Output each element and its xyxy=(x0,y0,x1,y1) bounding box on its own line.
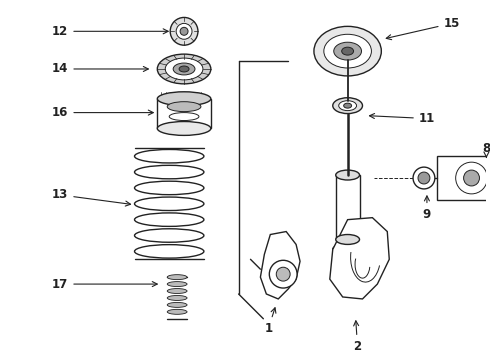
Ellipse shape xyxy=(333,243,363,255)
Text: 5: 5 xyxy=(0,359,1,360)
Ellipse shape xyxy=(167,289,187,293)
Text: 11: 11 xyxy=(369,112,435,125)
Text: 6: 6 xyxy=(0,359,1,360)
Text: 4: 4 xyxy=(0,359,1,360)
Ellipse shape xyxy=(179,66,189,72)
Ellipse shape xyxy=(167,302,187,307)
Text: 2: 2 xyxy=(353,321,362,353)
Text: 3: 3 xyxy=(0,359,1,360)
Polygon shape xyxy=(330,218,389,299)
Ellipse shape xyxy=(333,98,363,114)
Ellipse shape xyxy=(167,275,187,280)
Text: 13: 13 xyxy=(52,188,130,206)
Text: 10: 10 xyxy=(0,359,1,360)
Bar xyxy=(157,99,211,129)
Text: 12: 12 xyxy=(52,25,168,38)
Circle shape xyxy=(456,162,488,194)
Ellipse shape xyxy=(343,103,352,108)
Ellipse shape xyxy=(167,309,187,314)
Circle shape xyxy=(170,17,198,45)
Polygon shape xyxy=(260,231,300,299)
Ellipse shape xyxy=(336,170,360,180)
Bar xyxy=(437,156,490,200)
Text: 8: 8 xyxy=(482,142,490,158)
Ellipse shape xyxy=(324,34,371,68)
Ellipse shape xyxy=(167,102,201,112)
Ellipse shape xyxy=(157,54,211,84)
Text: 17: 17 xyxy=(52,278,157,291)
Ellipse shape xyxy=(167,296,187,301)
Circle shape xyxy=(276,267,290,281)
Circle shape xyxy=(176,23,192,39)
Ellipse shape xyxy=(314,26,381,76)
Ellipse shape xyxy=(165,58,203,80)
Text: 14: 14 xyxy=(52,63,148,76)
Ellipse shape xyxy=(157,122,211,135)
Ellipse shape xyxy=(157,92,211,105)
Circle shape xyxy=(418,172,430,184)
Text: 7: 7 xyxy=(0,359,1,360)
Ellipse shape xyxy=(169,113,199,121)
Text: 15: 15 xyxy=(386,17,460,40)
Text: 1: 1 xyxy=(264,308,276,335)
Circle shape xyxy=(180,27,188,35)
Ellipse shape xyxy=(167,282,187,287)
Circle shape xyxy=(413,167,435,189)
Ellipse shape xyxy=(336,234,360,244)
Ellipse shape xyxy=(339,101,357,111)
Ellipse shape xyxy=(334,42,362,60)
Text: 9: 9 xyxy=(423,196,431,221)
Ellipse shape xyxy=(342,47,354,55)
Text: 16: 16 xyxy=(52,106,153,119)
Circle shape xyxy=(464,170,480,186)
Ellipse shape xyxy=(173,63,195,75)
Circle shape xyxy=(270,260,297,288)
Bar xyxy=(336,175,360,239)
